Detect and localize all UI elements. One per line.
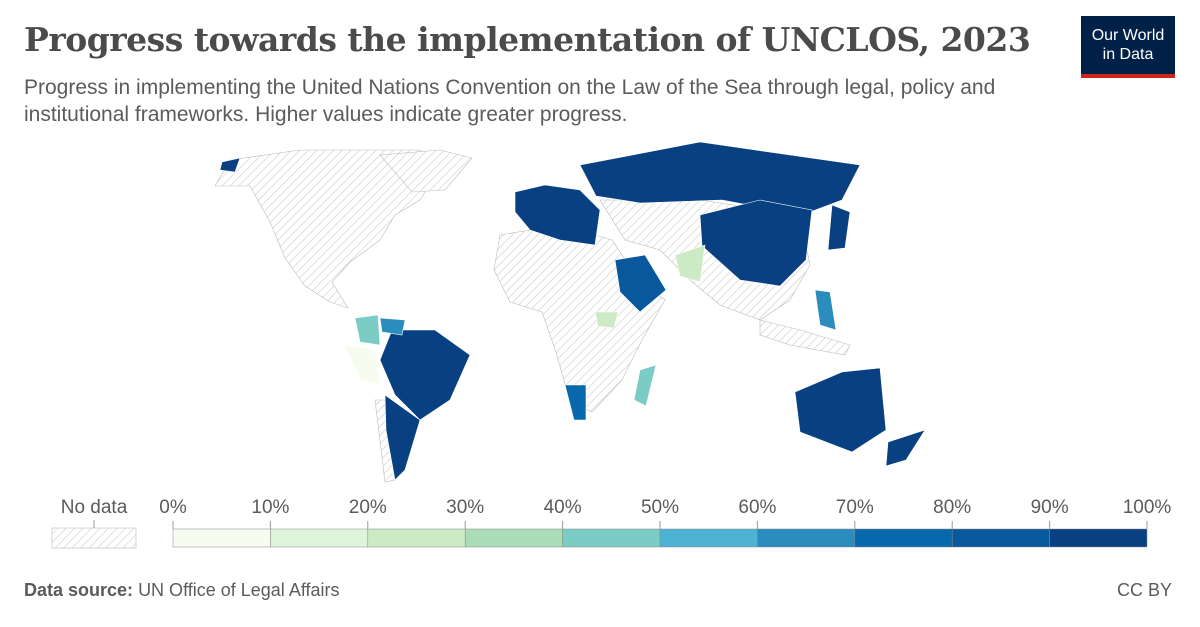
legend-swatch[interactable] [854,528,953,548]
country-namibia [564,384,587,421]
legend-swatch[interactable] [757,528,856,548]
legend-swatch[interactable] [1049,528,1148,548]
legend-swatch[interactable] [562,528,661,548]
legend-swatch[interactable] [172,528,271,548]
legend-tick-label: 20% [348,497,387,518]
legend-swatches [172,521,1148,548]
source-label: Data source: [24,580,134,600]
country-saudi-arabia [614,254,667,313]
indonesia [759,319,851,356]
legend-swatch[interactable] [659,528,758,548]
legend-swatch[interactable] [367,528,466,548]
country-peru [344,344,381,386]
legend-tick-label: 90% [1030,497,1069,518]
logo-line2: in Data [1102,46,1154,63]
country-australia [794,367,887,453]
legend-tick-label: 70% [835,497,874,518]
country-colombia [354,314,381,346]
legend-tick-label: 0% [159,497,187,518]
country-china [699,199,813,287]
legend-tick-label: 100% [1122,497,1172,518]
legend-tick-label: 40% [543,497,582,518]
country-philippines [814,289,837,331]
countries-with-data [219,141,926,481]
legend-tick-label: 10% [251,497,290,518]
country-argentina [384,394,421,481]
logo-line1: Our World [1091,27,1165,44]
country-europe [514,184,601,246]
no-data-land [214,149,851,483]
country-new-zealand [885,429,926,467]
legend-swatch[interactable] [270,528,369,548]
chart-subtitle: Progress in implementing the United Nati… [24,76,996,126]
country-venezuela [379,317,406,336]
legend-swatch[interactable] [464,528,563,548]
country-madagascar [633,364,657,407]
owid-logo[interactable]: Our World in Data [1081,16,1175,78]
country-brazil [379,329,471,421]
greenland [379,149,473,193]
legend-swatch[interactable] [951,528,1050,548]
legend-tick-label: 60% [738,497,777,518]
data-source[interactable]: Data source: UN Office of Legal Affairs [24,580,340,601]
country-japan [827,204,851,251]
source-name: UN Office of Legal Affairs [138,580,340,600]
legend-tick-label: 80% [933,497,972,518]
country-south-sudan [594,311,619,329]
legend-tick-label: 50% [640,497,680,518]
legend-tick-label: 30% [446,497,485,518]
chart-title: Progress towards the implementation of U… [24,20,1031,59]
legend-no-data-swatch [51,527,137,549]
legend-no-data-label: No data [60,497,128,518]
country-pakistan [674,244,706,283]
country-alaska-islands [219,157,241,173]
license[interactable]: CC BY [1116,580,1172,600]
